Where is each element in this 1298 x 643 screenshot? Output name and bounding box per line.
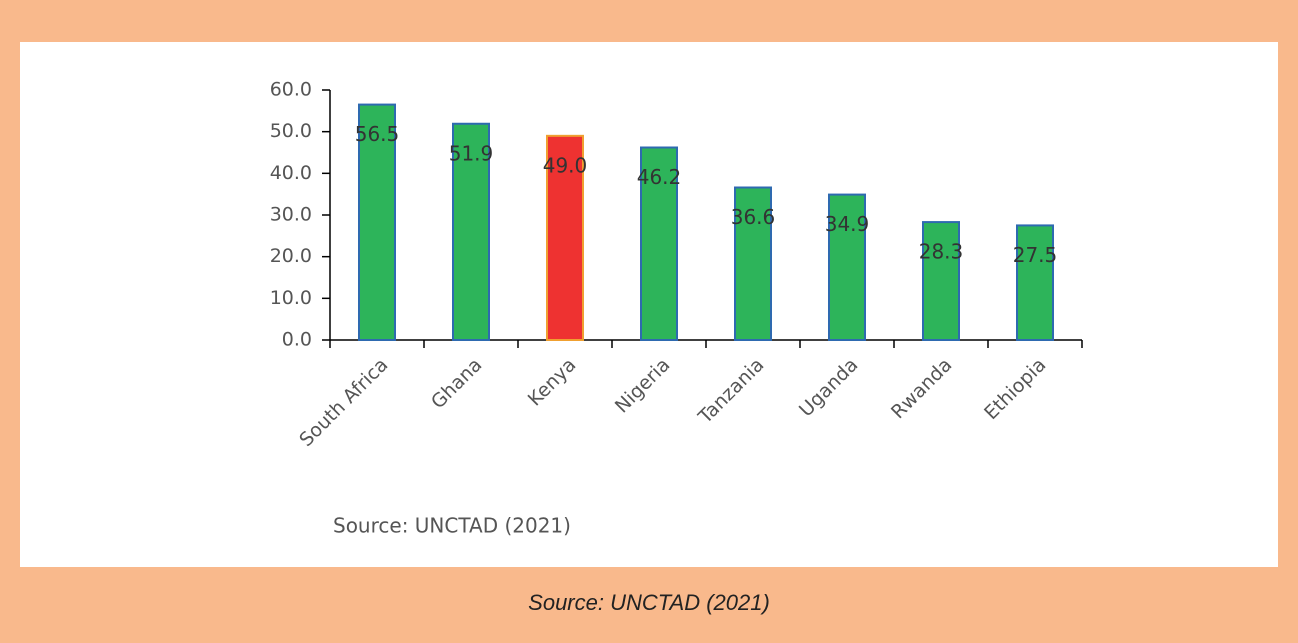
- bar: [546, 134, 584, 341]
- x-tick-label: Rwanda: [887, 354, 956, 423]
- bar: [734, 186, 772, 341]
- data-label: 34.9: [825, 212, 870, 236]
- x-tick-label: Kenya: [524, 354, 581, 411]
- data-label: 27.5: [1013, 243, 1058, 267]
- bar: [640, 146, 678, 341]
- data-label: 46.2: [637, 165, 682, 189]
- x-tick-label: Uganda: [795, 354, 862, 421]
- bar: [452, 122, 490, 341]
- data-label: 36.6: [731, 205, 776, 229]
- x-tick-label: South Africa: [295, 354, 392, 451]
- bar: [922, 221, 960, 341]
- caption: Source: UNCTAD (2021): [528, 590, 770, 615]
- data-label: 56.5: [355, 122, 400, 146]
- y-tick-label: 30.0: [270, 204, 312, 226]
- x-tick-label: Ghana: [427, 354, 486, 413]
- x-tick-label: Tanzania: [694, 354, 769, 429]
- y-tick-label: 20.0: [270, 245, 312, 267]
- y-tick-label: 40.0: [270, 162, 312, 184]
- x-tick-label: Nigeria: [611, 354, 675, 418]
- chart-source: Source: UNCTAD (2021): [333, 514, 571, 538]
- y-tick-label: 50.0: [270, 120, 312, 142]
- bar: [828, 193, 866, 341]
- y-tick-label: 10.0: [270, 287, 312, 309]
- y-tick-label: 60.0: [270, 79, 312, 101]
- bar: [1016, 224, 1054, 342]
- data-label: 51.9: [449, 141, 494, 165]
- bar: [358, 103, 396, 342]
- x-tick-label: Ethiopia: [980, 354, 1050, 424]
- y-tick-label: 0.0: [282, 329, 312, 351]
- data-label: 28.3: [919, 240, 964, 264]
- data-label: 49.0: [543, 153, 588, 177]
